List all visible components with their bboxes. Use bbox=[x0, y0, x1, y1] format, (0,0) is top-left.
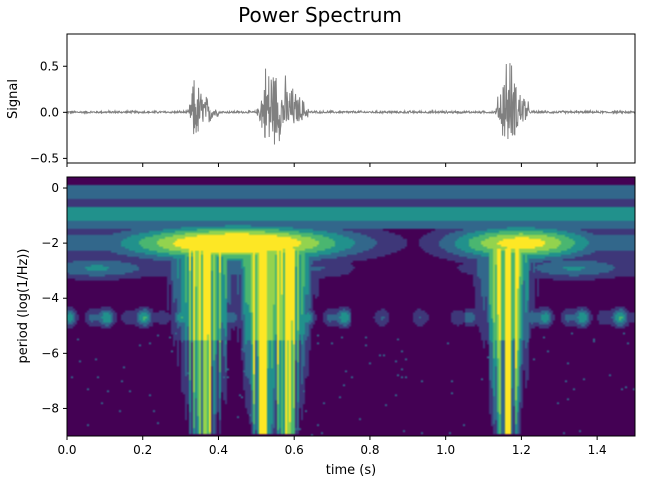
spectrum-axes-frame bbox=[66, 176, 636, 437]
spectrum-ylabel: period (log(1/Hz)) bbox=[16, 249, 31, 364]
spectrum-xtick-label: 1.0 bbox=[436, 443, 455, 457]
spectrum-xtick-label: 1.2 bbox=[512, 443, 531, 457]
signal-plot-area bbox=[67, 34, 635, 163]
spectrum-xtick-label: 0.4 bbox=[209, 443, 228, 457]
signal-series-line bbox=[67, 63, 635, 145]
signal-axes-frame bbox=[66, 33, 636, 164]
spectrum-ytick-label: −8 bbox=[41, 401, 59, 415]
spectrum-xtick-label: 0.6 bbox=[285, 443, 304, 457]
spectrum-heatmap bbox=[67, 177, 635, 436]
signal-ytick-label: 0.0 bbox=[40, 105, 59, 119]
spectrum-ytick-label: −2 bbox=[41, 236, 59, 250]
spectrum-panel: −8 −6 −4 −2 0 0.0 0.2 0.4 0.6 0.8 1.0 1.2 1.4 time … bbox=[16, 176, 636, 478]
spectrum-xtick-label: 1.4 bbox=[588, 443, 607, 457]
spectrum-ytick-label: −6 bbox=[41, 346, 59, 360]
signal-ylabel: Signal bbox=[6, 79, 21, 119]
signal-panel: −0.5 0.0 0.5 Signal bbox=[6, 33, 636, 167]
spectrum-xtick-label: 0.0 bbox=[57, 443, 76, 457]
spectrum-ytick-label: 0 bbox=[51, 181, 59, 195]
spectrum-xtick-label: 0.8 bbox=[360, 443, 379, 457]
chart-title: Power Spectrum bbox=[238, 3, 402, 27]
spectrum-ytick-label: −4 bbox=[41, 291, 59, 305]
signal-ytick-label: 0.5 bbox=[40, 59, 59, 73]
spectrum-xtick-label: 0.2 bbox=[133, 443, 152, 457]
signal-ytick-label: −0.5 bbox=[30, 151, 59, 165]
spectrum-xlabel: time (s) bbox=[326, 463, 376, 478]
